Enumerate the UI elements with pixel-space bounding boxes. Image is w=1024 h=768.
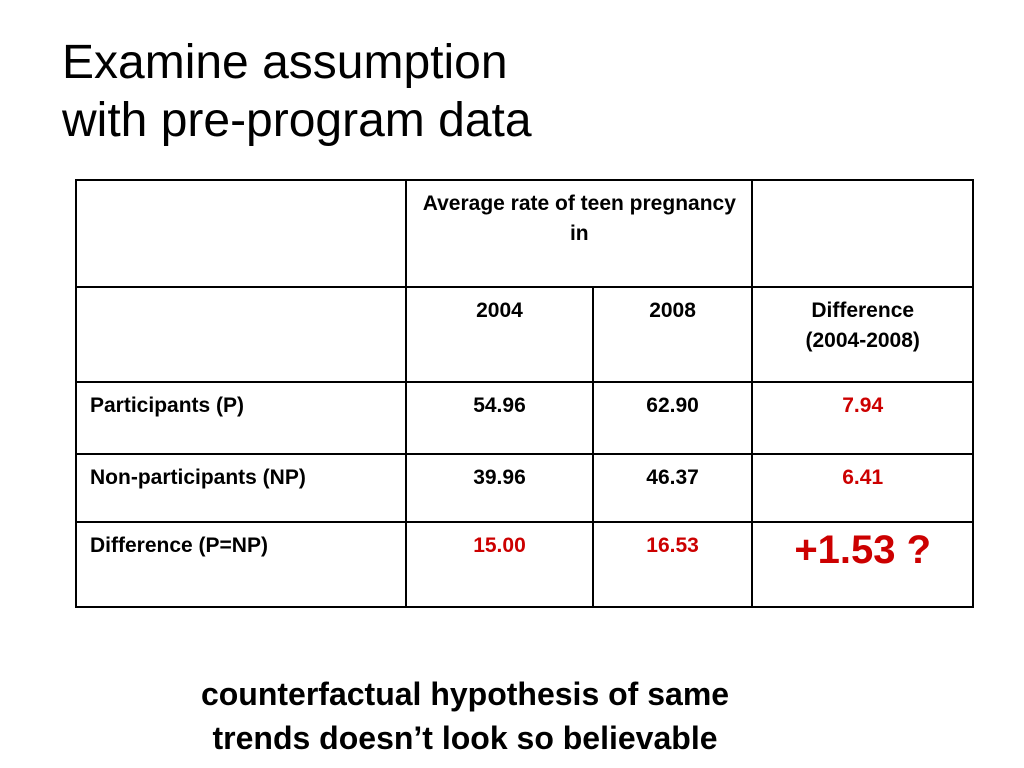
table-row: Participants (P) 54.96 62.90 7.94 — [74, 381, 974, 455]
table-subheader-row: 2004 2008 Difference (2004-2008) — [74, 286, 974, 383]
caption-line-1: counterfactual hypothesis of same — [200, 676, 730, 712]
cell-value: 39.96 — [405, 453, 594, 523]
row-label: Difference (P=NP) — [74, 521, 408, 608]
row-label: Non-participants (NP) — [74, 453, 408, 523]
column-header-difference: Difference (2004-2008) — [751, 286, 974, 383]
caption-line-2: trends doesn’t look so believable — [212, 720, 718, 756]
empty-corner-cell — [74, 179, 408, 288]
table-row: Non-participants (NP) 39.96 46.37 6.41 — [74, 453, 974, 523]
cell-value: 54.96 — [405, 381, 594, 455]
cell-difference: 6.41 — [751, 453, 974, 523]
empty-subheader-label-cell — [74, 286, 408, 383]
cell-value: 62.90 — [591, 381, 754, 455]
empty-header-cell — [751, 179, 974, 288]
cell-value: 46.37 — [591, 453, 754, 523]
table-header-row: Average rate of teen pregnancy in — [74, 179, 974, 288]
column-header-2008: 2008 — [591, 286, 754, 383]
slide-title-line-2: with pre-program data — [62, 94, 532, 147]
row-label: Participants (P) — [74, 381, 408, 455]
table-row: Difference (P=NP) 15.00 16.53 +1.53 ? — [74, 521, 974, 608]
slide-caption: counterfactual hypothesis of same trends… — [80, 672, 850, 760]
teen-pregnancy-table: Average rate of teen pregnancy in 2004 2… — [74, 179, 974, 608]
slide-title: Examine assumption with pre-program data — [62, 34, 532, 150]
column-header-2004: 2004 — [405, 286, 594, 383]
header-group-cell: Average rate of teen pregnancy in — [405, 179, 754, 288]
cell-difference: 16.53 — [591, 521, 754, 608]
slide-title-line-1: Examine assumption — [62, 36, 508, 89]
cell-difference-in-differences: +1.53 ? — [751, 521, 974, 608]
cell-difference: 15.00 — [405, 521, 594, 608]
cell-difference: 7.94 — [751, 381, 974, 455]
